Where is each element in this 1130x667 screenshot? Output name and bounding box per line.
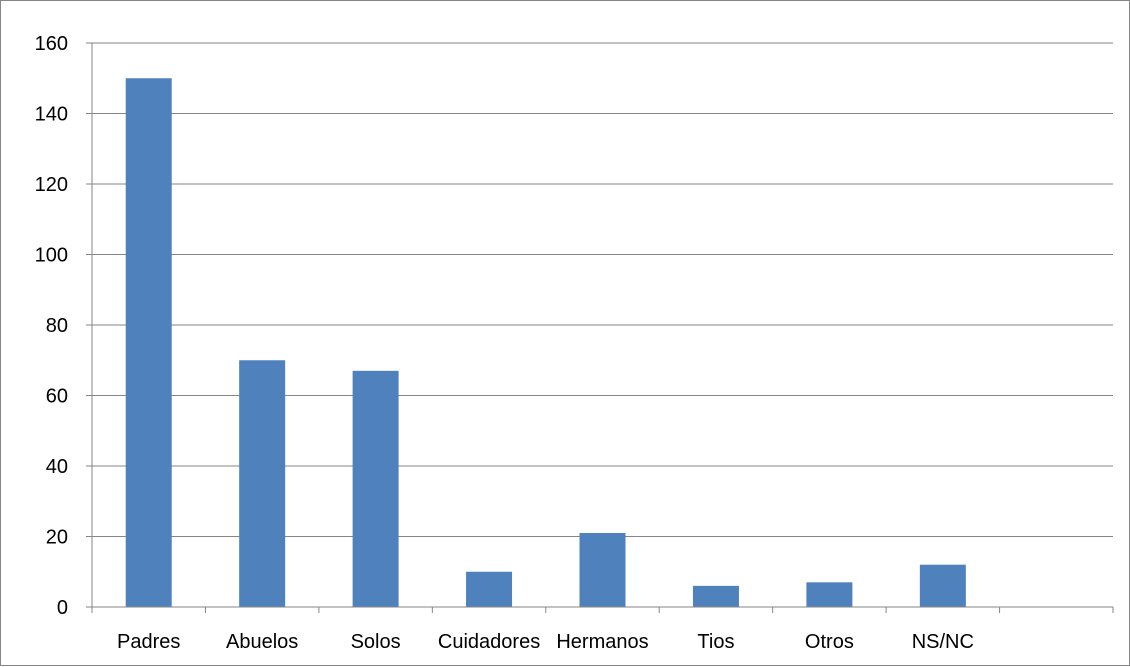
bar-abuelos [239, 360, 286, 607]
x-tick-label: Solos [351, 631, 401, 653]
y-tick-label: 20 [46, 527, 68, 549]
y-tick-label: 60 [46, 386, 68, 408]
tick-labels: 0 20 40 60 80 100 120 140 160 Padres Abuelos Solos C… [35, 33, 974, 653]
x-tick-label: Cuidadores [438, 631, 540, 653]
x-tick-label: Tios [697, 631, 734, 653]
bar-cuidadores [466, 571, 513, 607]
bar-tios [692, 585, 739, 607]
y-tick-label: 80 [46, 315, 68, 337]
bar-ns-nc [919, 564, 966, 607]
x-tick-label: Abuelos [226, 631, 298, 653]
y-tick-label: 100 [35, 245, 68, 267]
bar-solos [352, 370, 399, 607]
bars [125, 78, 966, 607]
x-tick-label: Otros [805, 631, 854, 653]
x-tick-label: Padres [117, 631, 180, 653]
y-tick-label: 40 [46, 456, 68, 478]
y-tick-label: 140 [35, 104, 68, 126]
y-tick-label: 160 [35, 33, 68, 55]
y-tick-label: 120 [35, 174, 68, 196]
bar-hermanos [579, 532, 626, 607]
bar-padres [125, 78, 172, 607]
axes [86, 42, 1114, 613]
y-tick-label: 0 [57, 597, 68, 619]
x-tick-label: Hermanos [556, 631, 648, 653]
bar-otros [806, 582, 853, 607]
x-tick-label: NS/NC [912, 631, 974, 653]
